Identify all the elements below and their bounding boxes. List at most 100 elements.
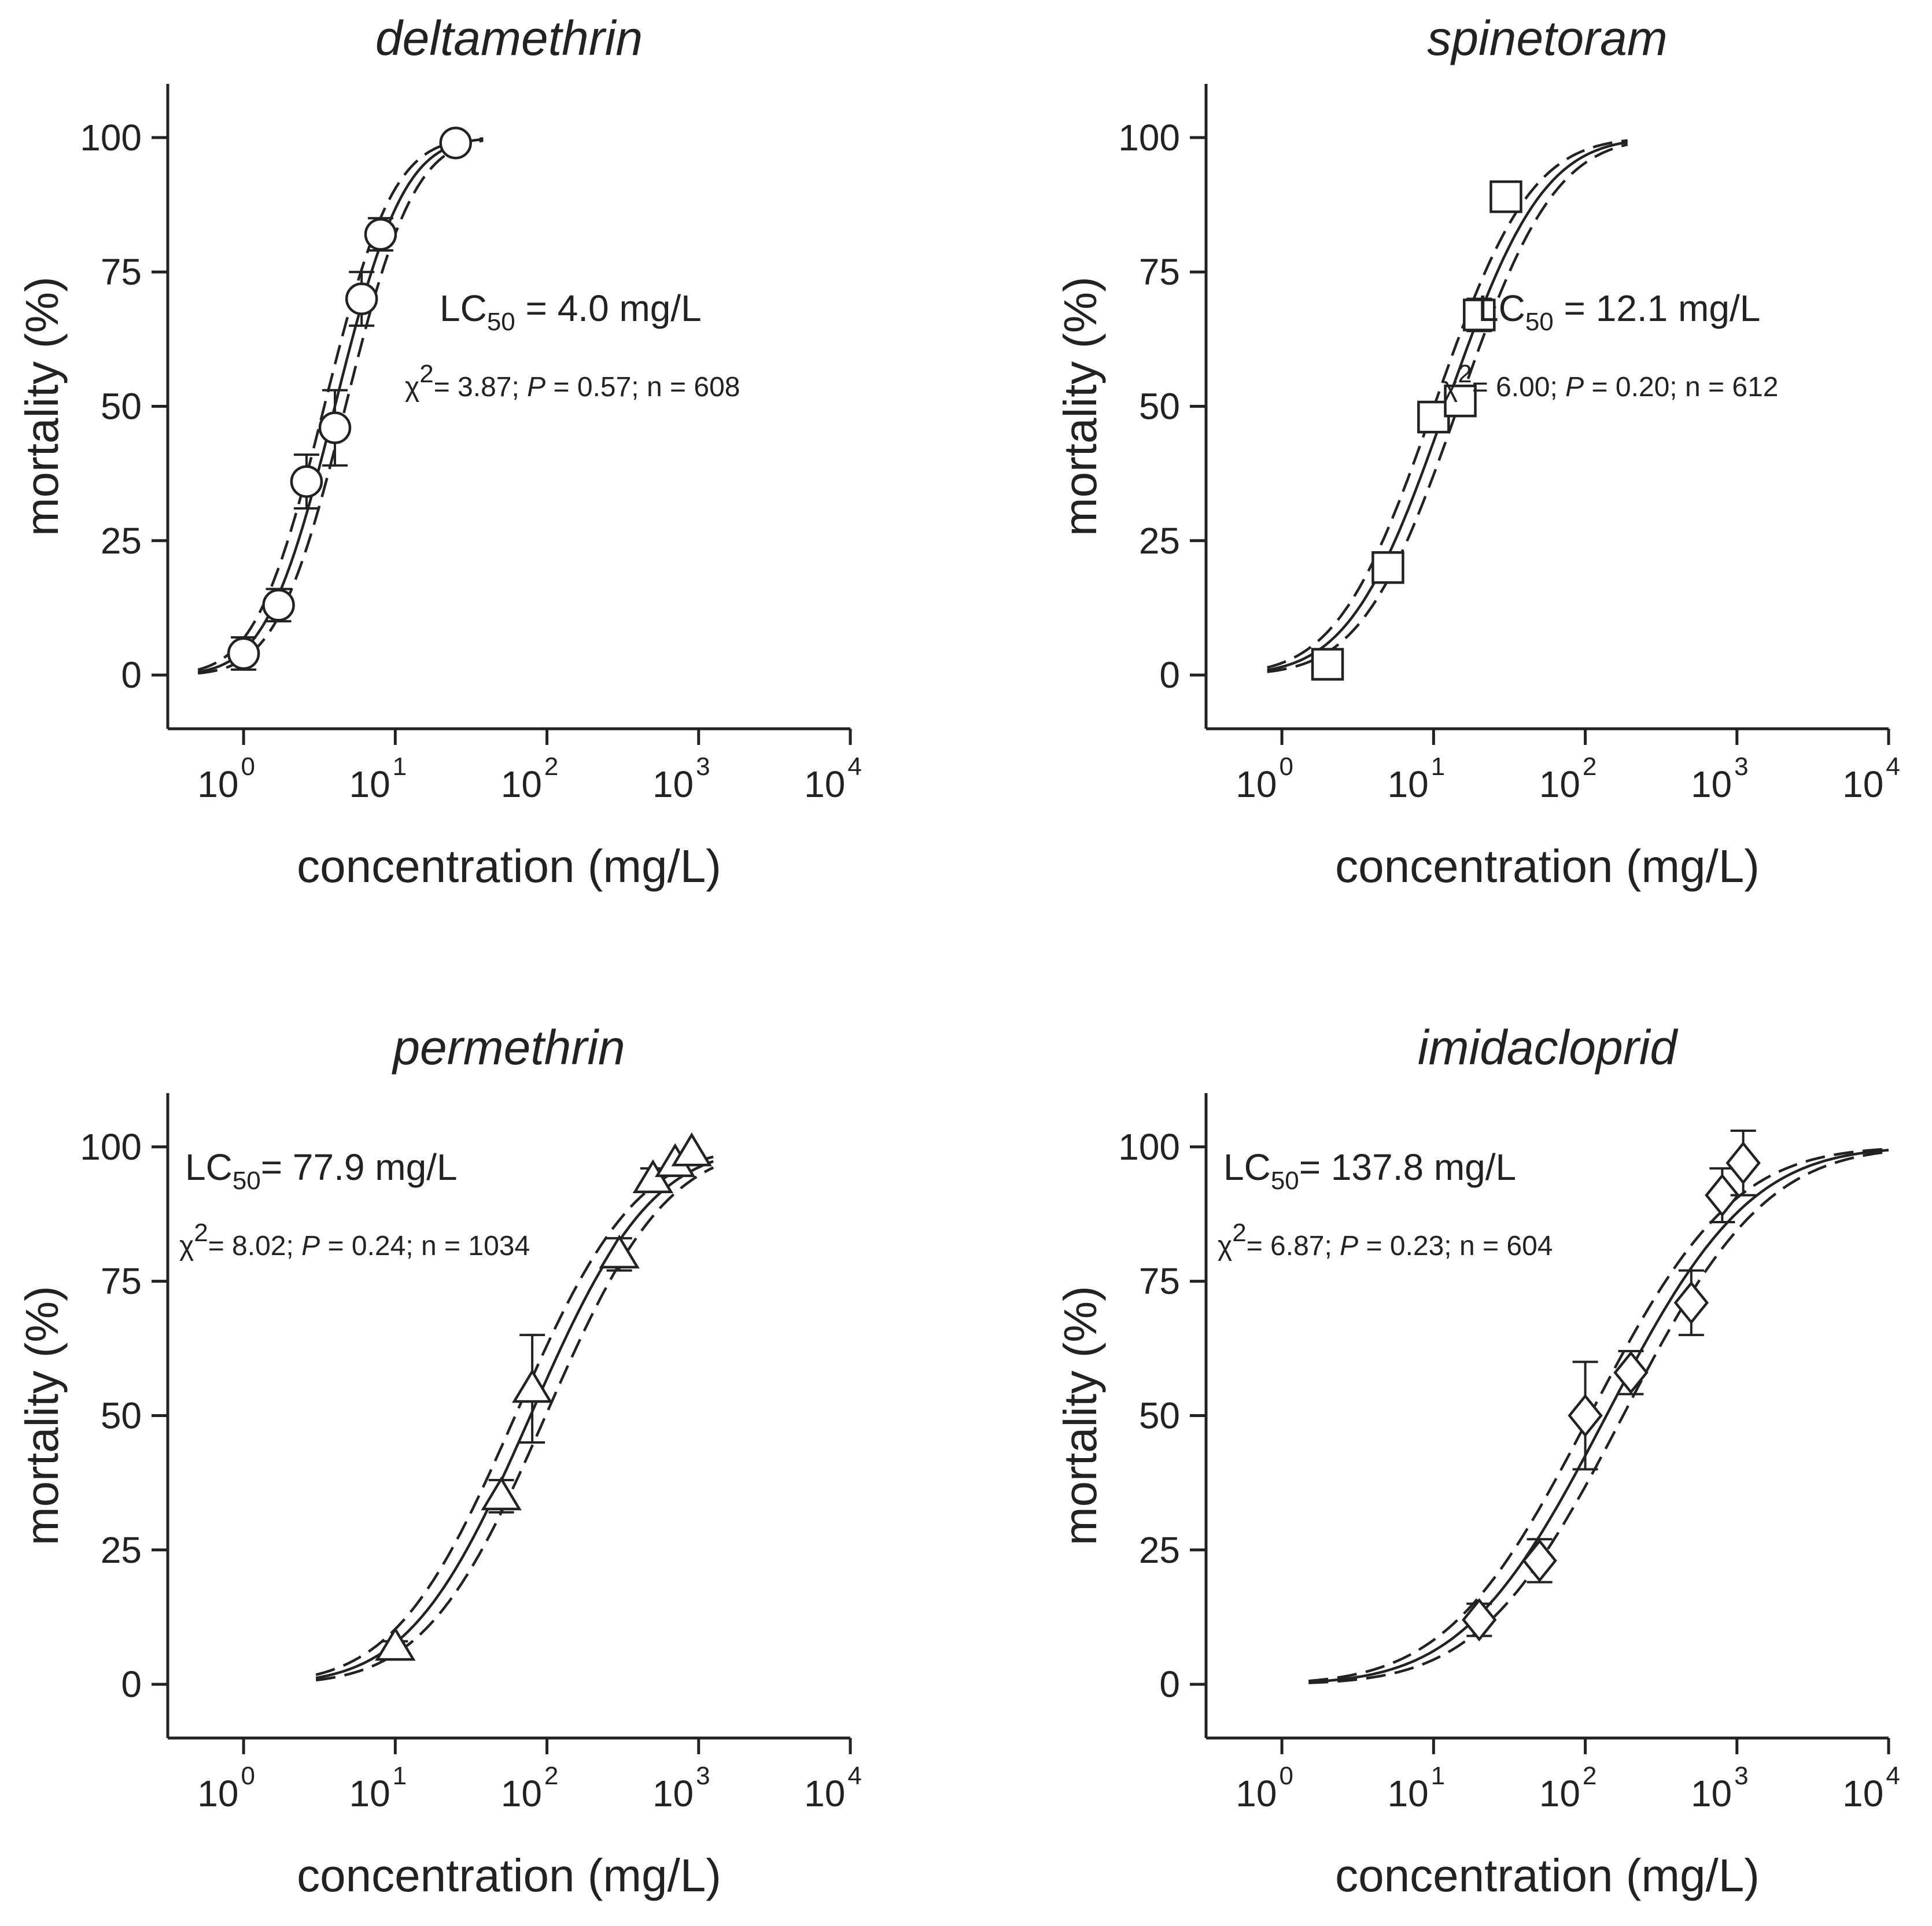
p-and-n-values: = 0.24; n = 1034 <box>320 1231 530 1261</box>
x-tick-exponent: 2 <box>1583 752 1597 781</box>
y-tick-label-text: 75 <box>1139 251 1180 293</box>
x-tick-label: 100 <box>1236 1762 1293 1814</box>
y-tick-label-text: 75 <box>1139 1260 1180 1302</box>
y-axis-label-text: mortality (%) <box>16 1286 68 1545</box>
y-tick-label: 75 <box>101 251 142 293</box>
chi-square-symbol: χ <box>1443 372 1458 403</box>
data-point-diamond <box>1462 1598 1497 1641</box>
x-axis-label-text: concentration (mg/L) <box>297 840 721 892</box>
x-tick-exponent: 4 <box>847 1762 861 1790</box>
y-tick-label: 0 <box>1159 1663 1180 1705</box>
lc50-annotation: LC50 = 4.0 mg/L <box>440 287 702 336</box>
fit-curve <box>1308 1149 1889 1684</box>
y-tick-label-text: 0 <box>1159 1663 1180 1705</box>
y-axis-label: mortality (%) <box>1055 1286 1106 1545</box>
data-point-circle <box>227 637 260 670</box>
x-tick-base: 10 <box>652 763 694 805</box>
data-point-square <box>1444 384 1477 418</box>
x-tick-label: 104 <box>804 752 862 805</box>
y-tick-label: 75 <box>101 1260 142 1302</box>
fit-statistics: χ2= 6.00; P = 0.20; n = 612 <box>1443 360 1778 403</box>
fit-statistics: χ2= 3.87; P = 0.57; n = 608 <box>405 360 740 403</box>
x-tick-label: 103 <box>652 752 710 805</box>
y-tick-label-text: 50 <box>1139 386 1180 427</box>
chi-square-symbol: χ <box>405 372 419 403</box>
y-tick-label-text: 25 <box>1139 1529 1180 1571</box>
lc50-annotation: LC50= 137.8 mg/L <box>1223 1146 1516 1195</box>
chart-title: deltamethrin <box>375 11 643 65</box>
lc50-annotation: LC50 = 12.1 mg/L <box>1478 287 1760 336</box>
x-tick-label: 100 <box>1236 752 1293 805</box>
y-axis-label-text: mortality (%) <box>1055 1286 1106 1545</box>
x-tick-base: 10 <box>1236 1773 1277 1814</box>
x-axis-label: concentration (mg/L) <box>297 1850 721 1901</box>
x-tick-label: 101 <box>349 752 407 805</box>
data-point-triangle <box>481 1476 522 1511</box>
p-symbol: P <box>1340 1231 1358 1261</box>
chi-square-value: = 6.00; <box>1472 372 1565 403</box>
data-point-square <box>1463 298 1496 331</box>
chi-square-superscript: 2 <box>1458 360 1472 388</box>
y-tick-label-text: 75 <box>101 251 142 293</box>
data-point-triangle <box>599 1234 640 1269</box>
p-symbol: P <box>527 372 545 403</box>
x-tick-base: 10 <box>501 1773 542 1814</box>
data-point-circle <box>439 126 472 160</box>
chart-title-text: deltamethrin <box>375 11 643 65</box>
x-tick-base: 10 <box>1236 763 1277 805</box>
y-tick-label-text: 100 <box>80 117 142 158</box>
x-tick-exponent: 1 <box>1431 752 1445 781</box>
chi-square-value: = 3.87; <box>434 372 527 403</box>
x-tick-exponent: 4 <box>1886 752 1900 781</box>
x-tick-label: 102 <box>1539 752 1597 805</box>
x-axis-label: concentration (mg/L) <box>1335 1850 1760 1901</box>
x-tick-label: 102 <box>501 1762 559 1814</box>
x-tick-exponent: 3 <box>696 1762 710 1790</box>
x-tick-label: 101 <box>1387 752 1445 805</box>
y-axis-label-text: mortality (%) <box>16 276 68 536</box>
y-tick-label-text: 0 <box>121 654 142 696</box>
y-tick-label: 25 <box>101 1529 142 1571</box>
y-tick-label: 100 <box>1118 1126 1180 1168</box>
ci-lower-curve <box>1267 139 1628 669</box>
y-tick-label: 50 <box>1139 1395 1180 1437</box>
x-tick-label: 104 <box>1842 752 1900 805</box>
y-axis-label-text: mortality (%) <box>1055 276 1106 536</box>
y-tick-label: 0 <box>121 654 142 696</box>
lc50-subscript: 50 <box>233 1167 261 1195</box>
x-tick-base: 10 <box>1539 763 1580 805</box>
x-tick-base: 10 <box>1387 1773 1428 1814</box>
y-axis-label: mortality (%) <box>1055 276 1106 536</box>
data-point-square <box>1371 551 1404 584</box>
y-tick-label-text: 0 <box>121 1663 142 1705</box>
x-tick-base: 10 <box>349 1773 390 1814</box>
x-tick-base: 10 <box>197 1773 238 1814</box>
x-axis-label-text: concentration (mg/L) <box>1335 1850 1760 1901</box>
chart-title-text: permethrin <box>391 1020 625 1075</box>
x-tick-base: 10 <box>197 763 238 805</box>
data-point-diamond <box>1725 1141 1761 1185</box>
y-tick-label-text: 50 <box>1139 1395 1180 1437</box>
x-tick-label: 102 <box>501 752 559 805</box>
y-tick-label-text: 100 <box>1118 1126 1180 1168</box>
y-tick-label-text: 75 <box>101 1260 142 1302</box>
chi-square-superscript: 2 <box>194 1219 208 1247</box>
y-axis-label: mortality (%) <box>16 1286 68 1545</box>
chart-title-text: spinetoram <box>1427 11 1668 65</box>
x-tick-exponent: 4 <box>847 752 861 781</box>
y-tick-label-text: 0 <box>1159 654 1180 696</box>
x-tick-exponent: 3 <box>1734 752 1748 781</box>
lc50-value: = 137.8 mg/L <box>1299 1146 1516 1188</box>
y-tick-label-text: 50 <box>101 1395 142 1437</box>
x-tick-label: 104 <box>1842 1762 1900 1814</box>
data-point-triangle <box>511 1368 553 1403</box>
fit-statistics: χ2= 8.02; P = 0.24; n = 1034 <box>179 1219 530 1261</box>
data-point-circle <box>290 465 323 498</box>
x-tick-base: 10 <box>501 763 542 805</box>
y-tick-label-text: 100 <box>80 1126 142 1168</box>
chi-square-superscript: 2 <box>419 360 433 388</box>
